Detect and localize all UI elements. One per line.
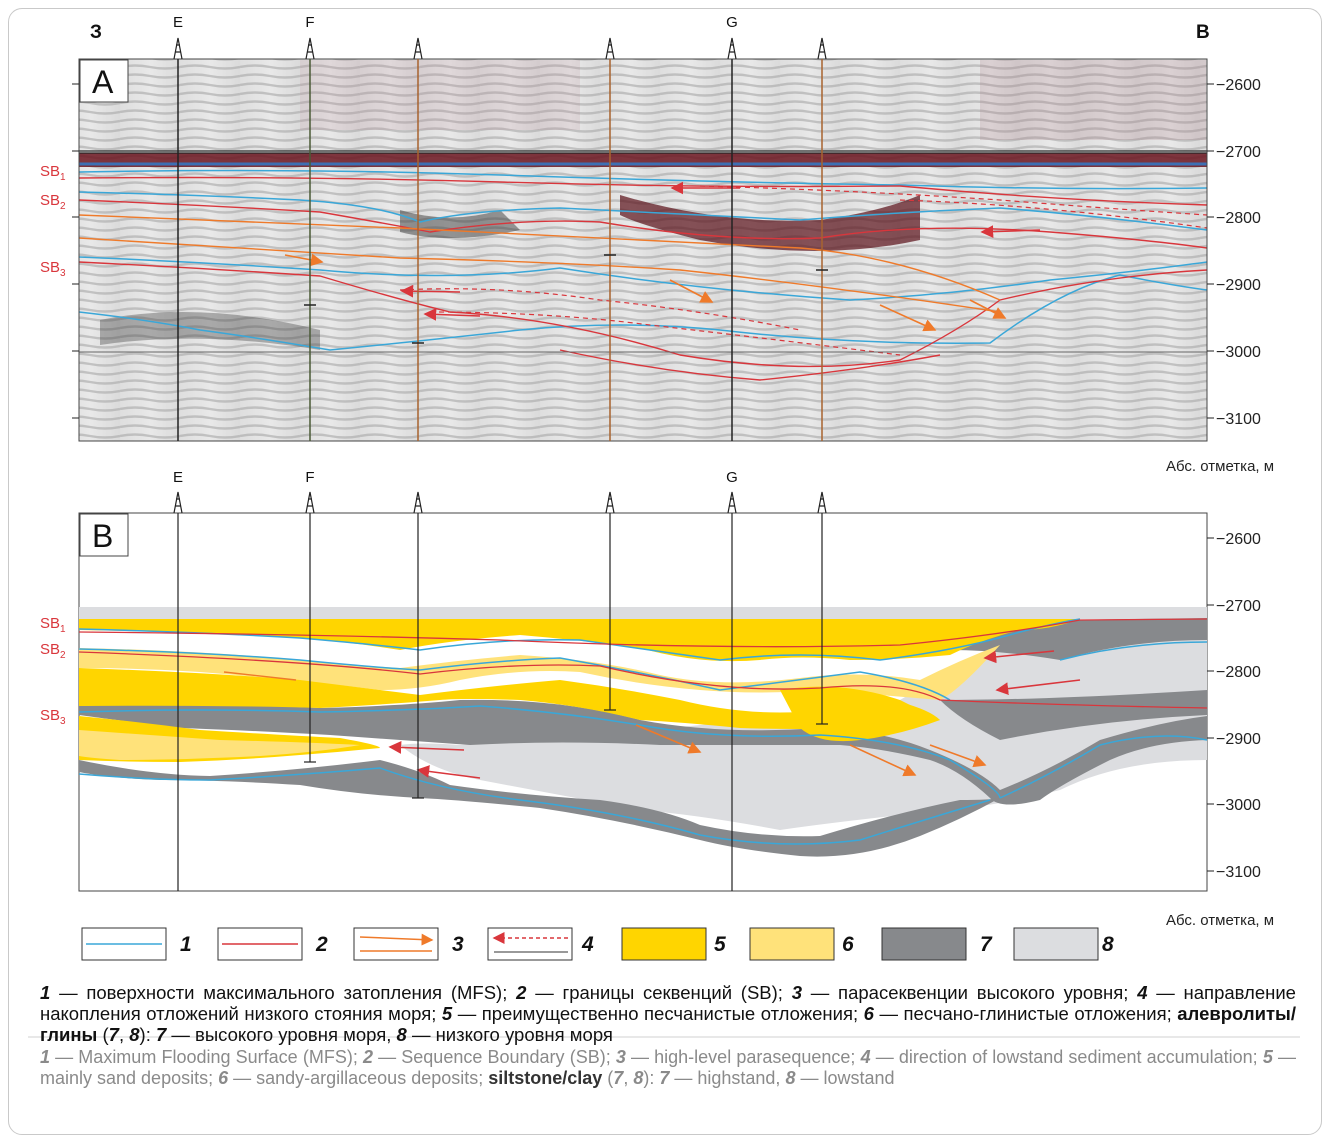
well-e-label-bottom: E xyxy=(173,469,183,486)
depth-tick-a-2800: −2800 xyxy=(1216,210,1261,227)
depth-unit-a: Абс. отметка, м xyxy=(1166,458,1274,475)
legend-item-6: 6 xyxy=(749,927,854,961)
depth-tick-a-2700: −2700 xyxy=(1216,144,1261,161)
well-f-label-bottom: F xyxy=(305,469,314,486)
svg-text:4: 4 xyxy=(581,933,594,956)
svg-text:6: 6 xyxy=(842,933,854,956)
legend-item-2: 2 xyxy=(217,927,328,961)
svg-text:7: 7 xyxy=(980,933,993,956)
svg-text:SB3: SB3 xyxy=(40,707,66,727)
depth-tick-b-2700: −2700 xyxy=(1216,598,1261,615)
svg-text:SB2: SB2 xyxy=(40,641,66,661)
svg-text:2: 2 xyxy=(315,933,328,956)
panel-a-seismic xyxy=(79,59,1207,441)
depth-tick-b-2900: −2900 xyxy=(1216,731,1261,748)
legend-item-5: 5 xyxy=(621,927,726,961)
depth-axis-a xyxy=(72,83,1214,419)
well-e-label-top: E xyxy=(173,14,183,31)
depth-axis-b xyxy=(1207,537,1214,872)
legend-item-4: 4 xyxy=(487,927,594,961)
svg-text:SB1: SB1 xyxy=(40,163,66,183)
well-g-label-top: G xyxy=(726,14,738,31)
depth-unit-b: Абс. отметка, м xyxy=(1166,912,1274,929)
well-f-label-top: F xyxy=(305,14,314,31)
svg-text:1: 1 xyxy=(180,933,192,956)
depth-tick-a-2900: −2900 xyxy=(1216,277,1261,294)
panel-b-letter: B xyxy=(92,518,113,554)
depth-tick-b-3000: −3000 xyxy=(1216,797,1261,814)
legend-item-1: 1 xyxy=(81,927,192,961)
wells-b xyxy=(177,513,828,891)
depth-tick-b-2600: −2600 xyxy=(1216,531,1261,548)
sb-labels-a: SB1 SB2 SB3 xyxy=(40,163,66,279)
caption-russian: 1 — поверхности максимального затопления… xyxy=(40,982,1296,1045)
panel-b-model xyxy=(79,607,1207,857)
well-symbols-bottom xyxy=(173,491,827,514)
wells-a xyxy=(177,59,828,441)
sb-labels-b: SB1 SB2 SB3 xyxy=(40,615,66,727)
depth-tick-b-2800: −2800 xyxy=(1216,664,1261,681)
depth-tick-a-3100: −3100 xyxy=(1216,411,1261,428)
west-label: З xyxy=(90,22,102,43)
depth-tick-a-3000: −3000 xyxy=(1216,344,1261,361)
legend: 1 2 3 4 5 6 7 xyxy=(81,927,1114,961)
caption-english: 1 — Maximum Flooding Surface (MFS); 2 — … xyxy=(40,1047,1296,1088)
east-label: В xyxy=(1196,22,1210,43)
depth-tick-b-3100: −3100 xyxy=(1216,864,1261,881)
svg-text:8: 8 xyxy=(1102,933,1114,956)
well-g-label-bottom: G xyxy=(726,469,738,486)
svg-text:3: 3 xyxy=(452,933,464,956)
svg-text:SB1: SB1 xyxy=(40,615,66,635)
svg-text:5: 5 xyxy=(714,933,726,956)
panel-a-letter: A xyxy=(92,64,114,100)
depth-tick-a-2600: −2600 xyxy=(1216,77,1261,94)
legend-item-3: 3 xyxy=(353,927,464,961)
well-symbols-top xyxy=(173,37,827,60)
svg-text:SB2: SB2 xyxy=(40,192,66,212)
legend-item-7: 7 xyxy=(881,927,993,961)
svg-text:SB3: SB3 xyxy=(40,259,66,279)
legend-item-8: 8 xyxy=(1013,927,1114,961)
